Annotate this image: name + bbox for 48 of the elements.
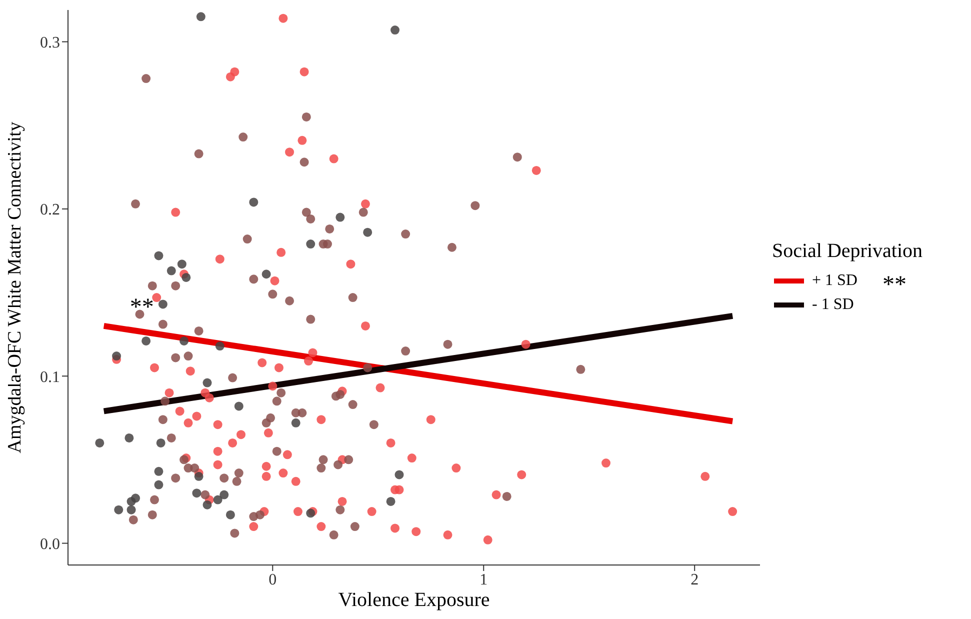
annotation: ** — [130, 294, 154, 320]
x-tick-label: 0 — [268, 571, 277, 588]
point — [142, 336, 151, 346]
point — [154, 480, 164, 490]
point — [215, 342, 224, 351]
y-tick-label: 0.2 — [40, 202, 60, 219]
point — [180, 336, 189, 346]
point — [154, 466, 164, 476]
point — [213, 495, 222, 504]
x-axis-title: Violence Exposure — [338, 589, 490, 611]
y-tick-label: 0.0 — [40, 536, 60, 553]
point — [306, 240, 316, 249]
point — [336, 212, 345, 222]
point — [202, 500, 212, 510]
y-tick-label: 0.3 — [40, 34, 60, 52]
point — [182, 272, 191, 282]
point — [226, 510, 235, 520]
point — [291, 418, 300, 428]
point — [249, 198, 258, 207]
point — [234, 402, 244, 411]
text: ** — [882, 272, 907, 299]
point — [112, 352, 122, 361]
point — [124, 433, 134, 442]
point — [166, 266, 176, 276]
x-tick-label: 1 — [480, 571, 488, 588]
point — [390, 26, 400, 35]
point — [158, 300, 168, 309]
point — [192, 488, 202, 498]
point — [262, 270, 271, 279]
point — [202, 378, 212, 388]
point — [156, 438, 166, 448]
point — [394, 470, 404, 480]
y-tick-label: 0.1 — [40, 368, 60, 386]
point — [154, 251, 164, 260]
point — [363, 228, 372, 237]
point — [386, 496, 396, 506]
legend-title: Social Deprivation — [772, 240, 923, 263]
point — [194, 472, 204, 481]
point — [196, 12, 206, 22]
x-tick-label: 2 — [690, 571, 699, 588]
point — [114, 505, 124, 514]
point — [177, 260, 186, 269]
point — [126, 496, 136, 506]
point — [126, 505, 136, 514]
point — [220, 490, 229, 500]
legend-label: - 1 SD — [812, 296, 854, 314]
legend-label: + 1 SD — [812, 272, 858, 290]
point — [95, 438, 104, 448]
